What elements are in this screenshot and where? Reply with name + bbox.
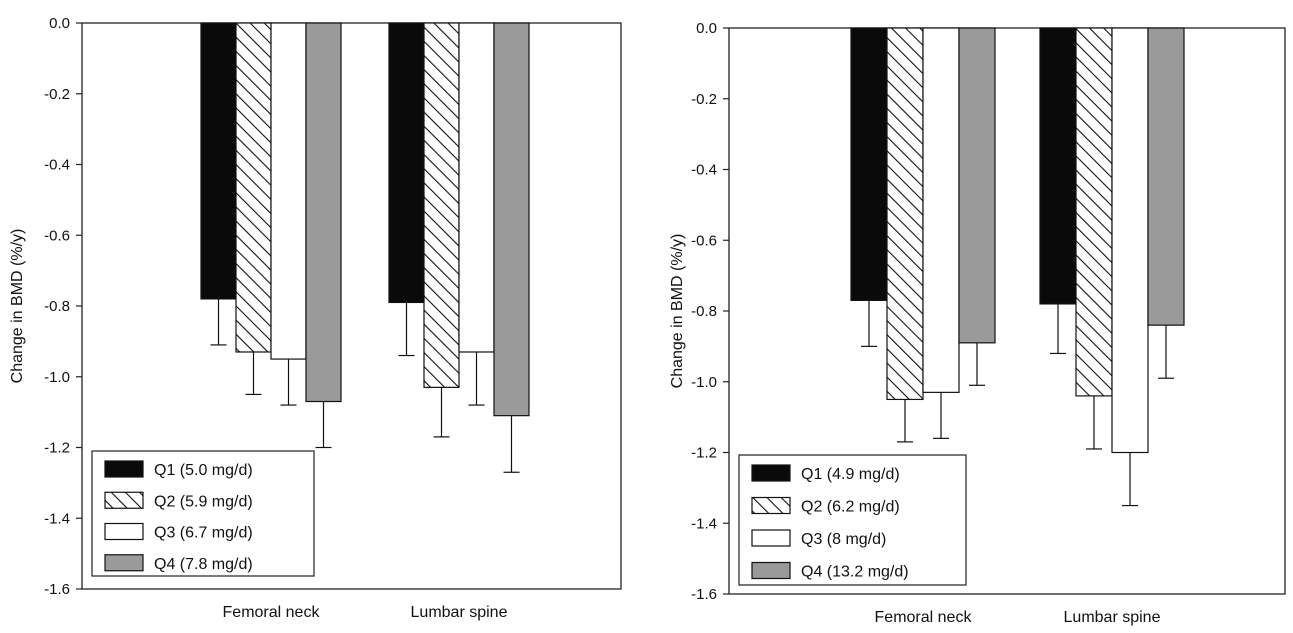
bar — [1039, 27, 1077, 305]
bar — [305, 22, 342, 403]
bar — [388, 22, 425, 304]
y-tick-label: -1.4 — [691, 515, 717, 532]
legend-swatch — [751, 529, 791, 547]
chart-1: 0.0 -0.2 -0.4 -0.6 -0.8 -1.0 -1.2 -1.4 -1.6 Chang… — [9, 15, 622, 621]
chart-2: 0.0 -0.2 -0.4 -0.6 -0.8 -1.0 -1.2 -1.4 -1.6 Chang… — [669, 20, 1286, 626]
legend-swatch — [104, 460, 144, 478]
y-tick-label: -1.2 — [44, 440, 70, 457]
bar — [958, 27, 996, 344]
legend-label: Q1 (5.0 mg/d) — [154, 462, 253, 479]
legend-label: Q2 (6.2 mg/d) — [801, 499, 900, 516]
y-tick-label: 0.0 — [696, 20, 717, 37]
x-category-label: Femoral neck — [875, 609, 973, 626]
bar — [493, 22, 530, 417]
legend-label: Q3 (6.7 mg/d) — [154, 525, 253, 542]
y-tick-label: -0.4 — [44, 157, 70, 174]
bar — [922, 27, 960, 393]
legend-swatch — [104, 554, 144, 572]
legend-swatch — [104, 491, 144, 509]
legend-swatch — [751, 496, 791, 515]
bar — [458, 22, 495, 353]
legend-label: Q1 (4.9 mg/d) — [801, 466, 900, 483]
legend-label: Q2 (5.9 mg/d) — [154, 493, 253, 510]
y-tick-label: -0.8 — [44, 298, 70, 315]
y-axis-label: Change in BMD (%/y) — [9, 229, 26, 384]
y-tick-label: 0.0 — [49, 15, 70, 32]
bar — [1075, 27, 1113, 397]
x-category-label: Femoral neck — [223, 604, 321, 621]
x-category-label: Lumbar spine — [1064, 609, 1161, 626]
y-tick-label: -0.6 — [44, 227, 70, 244]
x-category-label: Lumbar spine — [411, 604, 508, 621]
y-tick-label: -1.2 — [691, 445, 717, 462]
y-tick-label: -1.4 — [44, 510, 70, 527]
legend-label: Q4 (7.8 mg/d) — [154, 556, 253, 573]
y-tick-label: -0.2 — [44, 86, 70, 103]
bar — [235, 22, 272, 353]
bar — [270, 22, 307, 360]
legend-swatch — [751, 561, 791, 580]
bar — [1147, 27, 1185, 326]
bar — [1111, 27, 1149, 454]
legend: Q1 (5.0 mg/d) Q2 (5.9 mg/d) Q3 (6.7 mg/d) Q… — [91, 450, 315, 577]
bar — [850, 27, 888, 301]
y-tick-label: -1.6 — [44, 581, 70, 598]
y-axis-label: Change in BMD (%/y) — [669, 234, 686, 389]
bar — [423, 22, 460, 388]
bar — [886, 27, 924, 401]
y-tick-label: -1.6 — [691, 586, 717, 603]
legend-swatch — [104, 522, 144, 541]
legend: Q1 (4.9 mg/d) Q2 (6.2 mg/d) Q3 (8 mg/d) Q4 … — [738, 454, 967, 586]
bar — [200, 22, 237, 300]
legend-label: Q4 (13.2 mg/d) — [801, 564, 909, 581]
legend-swatch — [751, 464, 791, 482]
y-tick-label: -1.0 — [691, 374, 717, 391]
y-tick-label: -0.8 — [691, 303, 717, 320]
y-tick-label: -0.6 — [691, 232, 717, 249]
y-tick-label: -1.0 — [44, 369, 70, 386]
legend-label: Q3 (8 mg/d) — [801, 531, 886, 548]
y-tick-label: -0.2 — [691, 91, 717, 108]
y-tick-label: -0.4 — [691, 162, 717, 179]
